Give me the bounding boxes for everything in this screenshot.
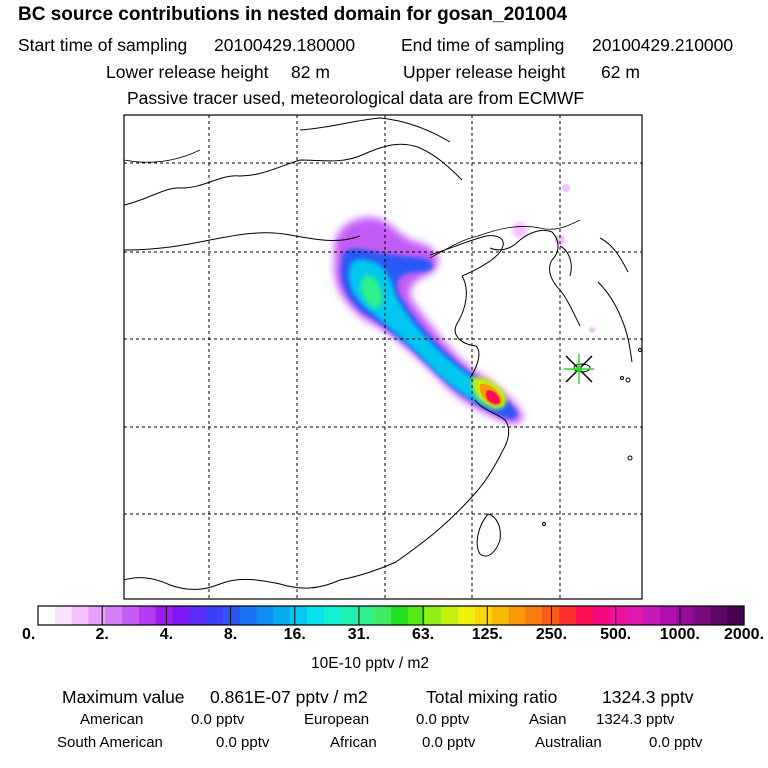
colorbar-tick-label: 8. — [223, 626, 238, 643]
colorbar-cell — [239, 606, 258, 625]
colorbar-cell — [256, 606, 274, 625]
colorbar-cell — [643, 606, 661, 625]
colorbar-cell — [340, 606, 358, 625]
colorbar-cell — [475, 606, 493, 625]
colorbar-cell — [676, 606, 695, 625]
colorbar-cell — [323, 606, 342, 625]
start-time-value: 20100429.180000 — [214, 35, 356, 55]
colorbar-cell — [374, 606, 392, 625]
colorbar-cell — [155, 606, 174, 625]
colorbar-cell — [391, 606, 409, 625]
colorbar-cell — [172, 606, 190, 625]
colorbar-cell — [71, 606, 90, 625]
colorbar-tick-label: 125. — [471, 626, 503, 643]
region-name-asian: Asian — [529, 711, 567, 728]
grid-lines — [124, 115, 642, 599]
region-name-european: European — [304, 711, 370, 728]
colorbar-cell — [222, 606, 241, 625]
colorbar-cell — [105, 606, 123, 625]
colorbar-cell — [441, 606, 459, 625]
region-value-african: 0.0 pptv — [422, 734, 476, 751]
colorbar-tick-label: 1000. — [659, 626, 700, 643]
region-value-south-american: 0.0 pptv — [216, 734, 270, 751]
colorbar-cell — [189, 606, 207, 625]
colorbar-unit: 10E-10 pptv / m2 — [311, 655, 430, 672]
colorbar-tick-label: 2. — [95, 626, 109, 643]
colorbar-cell — [626, 606, 644, 625]
colorbar-tick-label: 16. — [283, 626, 306, 643]
colorbar-cell — [508, 606, 527, 625]
colorbar-cell — [710, 606, 728, 625]
lower-release-label: Lower release height — [106, 62, 269, 82]
region-value-european: 0.0 pptv — [416, 711, 470, 728]
total-mixing-label: Total mixing ratio — [426, 687, 558, 707]
colorbar-cell — [290, 606, 308, 625]
region-name-australian: Australian — [535, 734, 602, 751]
colorbar-tick-label: 4. — [159, 626, 174, 643]
colorbar-cell — [559, 606, 577, 625]
colorbar-frame — [37, 605, 745, 626]
colorbar-cell — [273, 606, 291, 625]
region-value-asian: 1324.3 pptv — [596, 711, 675, 728]
map-frame — [123, 114, 643, 600]
colorbar-cell — [693, 606, 711, 625]
end-time-value: 20100429.210000 — [592, 35, 734, 55]
colorbar-cell — [138, 606, 157, 625]
max-value-label: Maximum value — [62, 687, 185, 707]
colorbar-tick-label: 500. — [600, 626, 632, 643]
colorbar-cell — [206, 606, 224, 625]
coastlines — [124, 117, 642, 590]
upper-release-value: 62 m — [601, 62, 640, 82]
lower-release-value: 82 m — [291, 62, 330, 82]
colorbar-cell — [491, 606, 510, 625]
colorbar-tick-label: 63. — [411, 626, 435, 643]
colorbar-cell — [525, 606, 543, 625]
total-mixing-value: 1324.3 pptv — [602, 687, 694, 707]
start-time-label: Start time of sampling — [18, 35, 188, 55]
map-background — [124, 115, 642, 599]
colorbar-cell — [424, 606, 443, 625]
colorbar-cell — [609, 606, 627, 625]
model-note: Passive tracer used, meteorological data… — [127, 88, 585, 108]
country-borders — [124, 149, 581, 259]
region-name-american: American — [80, 711, 144, 728]
colorbar-cell — [38, 606, 56, 625]
colorbar-cell — [592, 606, 611, 625]
colorbar-cell — [659, 606, 678, 625]
region-name-african: African — [330, 734, 377, 751]
colorbar-cell — [88, 606, 106, 625]
upper-release-label: Upper release height — [403, 62, 566, 82]
colorbar-tick-label: 31. — [347, 626, 371, 643]
colorbar-cell — [122, 606, 140, 625]
colorbar-tick-label: 0. — [22, 626, 36, 643]
colorbar-cell — [458, 606, 476, 625]
chart-title: BC source contributions in nested domain… — [18, 4, 568, 25]
colorbar-tick-label: 250. — [535, 626, 568, 643]
colorbar-cell — [727, 606, 745, 625]
colorbar-cell — [306, 606, 325, 625]
colorbar-cell — [54, 606, 73, 625]
max-value: 0.861E-07 pptv / m2 — [210, 687, 368, 707]
colorbar-tick-label: 2000. — [723, 626, 765, 643]
receptor-star-icon — [564, 354, 594, 384]
end-time-label: End time of sampling — [401, 35, 565, 55]
colorbar-cell — [407, 606, 426, 625]
region-value-american: 0.0 pptv — [191, 711, 245, 728]
region-name-south-american: South American — [57, 734, 163, 751]
colorbar-cell — [357, 606, 375, 625]
colorbar-cell — [575, 606, 594, 625]
region-value-australian: 0.0 pptv — [649, 734, 703, 751]
